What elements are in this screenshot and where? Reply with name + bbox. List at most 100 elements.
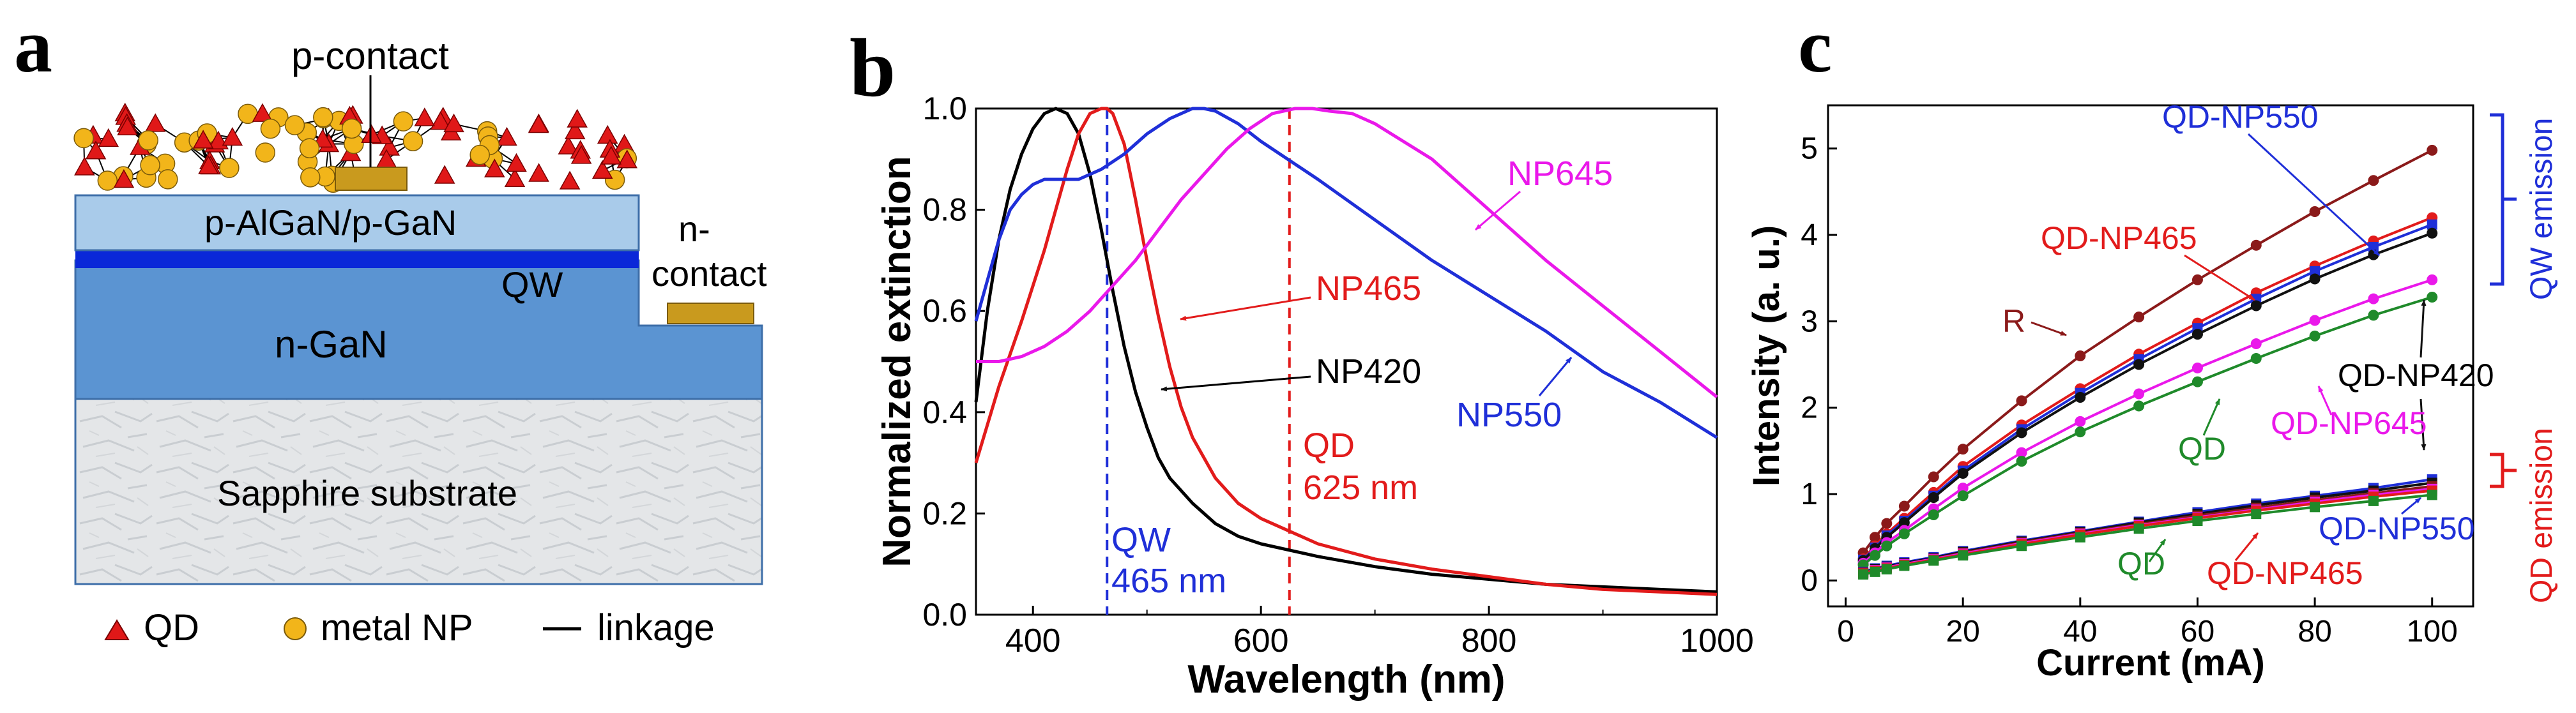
metal-np-particle [299,138,320,158]
c-point-qd-np420-qw [2191,329,2203,340]
c-point-qd-np645-qw [2191,362,2203,373]
c-arrow-qd-top [2202,398,2221,436]
c-point-qd-qw [2133,400,2145,412]
qw-emission-bracket [2490,113,2517,286]
c-point-r-qw [1869,532,1880,543]
c-point-qd-np420-qw [2250,300,2262,311]
qd-particle [597,124,618,144]
c-y-tick-label: 2 [1801,391,1818,425]
b-arrow-np550 [1538,357,1573,396]
c-y-tick-label: 4 [1801,218,1818,252]
c-point-qd-qd [1899,560,1910,571]
metal-np-particle [138,130,158,151]
panel-label-b: b [850,22,896,114]
b-x-tick-label: 400 [1005,622,1061,659]
c-point-qd-np645-qw [2309,315,2321,326]
c-annot-qd-np420: QD-NP420 [2338,357,2494,393]
c-point-r-qw [2250,239,2262,251]
b-series-np550 [974,107,1718,439]
legend-qd-label: QD [144,607,199,649]
c-point-qd-np420-qw [1957,468,1969,479]
c-point-r-qw [2133,311,2145,323]
c-annot-qd-np550-bottom: QD-NP550 [2319,511,2475,546]
b-arrow-np465 [1180,296,1311,321]
qd-particle [414,107,436,126]
c-point-qd-np645-qw [2016,447,2027,458]
qd-legend-icon [104,619,130,640]
panel-c: c 0 20 40 60 80 100 0 1 2 3 4 5 Current (mA) Intensit… [1746,3,2559,684]
metal-np-particle [300,167,321,188]
metal-np-particle [313,107,333,128]
c-point-qd-qw [1869,550,1880,561]
c-arrow-qd-np550-top [2247,133,2381,257]
b-x-tick-label: 1000 [1680,622,1754,659]
c-point-qd-qw [2191,376,2203,387]
c-x-axis-label: Current (mA) [2036,642,2265,684]
c-point-qd-qd [1958,550,1969,561]
c-point-qd-qd [1881,564,1892,574]
n-gan-label: n-GaN [275,323,388,366]
c-point-qd-qw [2368,310,2379,321]
c-point-qd-np645-qw [2133,388,2145,400]
qd-particle [506,153,527,172]
c-point-qd-np550-qw [2310,266,2321,276]
c-point-qd-np645-qw [2250,338,2262,350]
c-point-qd-qw [2075,426,2086,438]
c-point-qd-qd [2192,516,2203,527]
qd-particle [117,116,138,135]
qd-particle [192,130,214,149]
c-x-tick-label: 60 [2181,615,2214,649]
qd-particle [528,163,549,182]
c-point-qd-qd [2251,509,2262,520]
c-point-qd-qw [2016,456,2027,467]
qd-particle [504,168,526,187]
c-point-qd-np420-qw [2309,273,2321,285]
legend-metal-np-label: metal NP [321,607,473,649]
qd-particle [144,113,166,132]
c-annot-qd-bottom: QD [2117,546,2165,582]
metal-np-particle [73,128,94,149]
c-point-qd-qd [2310,502,2321,513]
c-y-tick-label: 5 [1801,132,1818,166]
c-y-tick-label: 3 [1801,304,1818,338]
metal-np-particle [219,158,240,178]
b-qw-line-label-1: QW [1111,521,1171,559]
c-point-qd-qd [2133,523,2144,534]
qd-particle [564,120,586,140]
c-point-qd-np645-qw [2427,274,2438,285]
c-plot-frame [1827,104,2474,608]
c-point-r-qw [1881,518,1893,529]
c-point-qd-qw [1881,540,1893,552]
b-y-axis-label: Normalized extinction [875,156,919,567]
c-point-qd-np420-qw [1928,492,1939,503]
c-arrow-qd-np420-up [2420,299,2427,358]
c-arrow-qd-bottom [2148,539,2167,562]
c-annot-qd-top: QD [2178,431,2226,467]
c-x-tick-label: 100 [2407,615,2458,649]
metal-np-particle [260,118,281,139]
c-point-qd-np420-qw [2427,227,2438,239]
qd-particle [74,156,95,176]
b-series-np645 [976,107,1718,398]
panel-label-c: c [1798,3,1832,88]
c-point-r-qw [1898,500,1910,512]
c-annot-qd-np645: QD-NP645 [2271,405,2427,441]
qd-particle [113,169,135,188]
c-point-qd-qw [2309,330,2321,341]
c-annot-r: R [2002,303,2025,339]
c-point-qd-np420-qw [2075,391,2086,403]
b-y-tick-label: 1.0 [922,91,967,126]
c-y-tick-label: 1 [1801,477,1818,511]
b-x-tick-label: 800 [1461,622,1517,659]
n-contact-pad [667,303,754,324]
c-point-qd-np420-qw [2016,427,2027,439]
c-point-r-qw [1928,471,1939,483]
c-annot-qd-np465-top: QD-NP465 [2041,220,2197,256]
metal-np-particle [284,115,305,135]
qd-emission-label: QD emission [2525,428,2559,603]
b-series-np420 [974,107,1718,594]
c-point-qd-qd [2427,490,2437,500]
metal-np-legend-icon [284,617,307,640]
metal-np-particle [255,142,276,163]
c-arrow-qd-np465-bottom [2234,532,2259,561]
